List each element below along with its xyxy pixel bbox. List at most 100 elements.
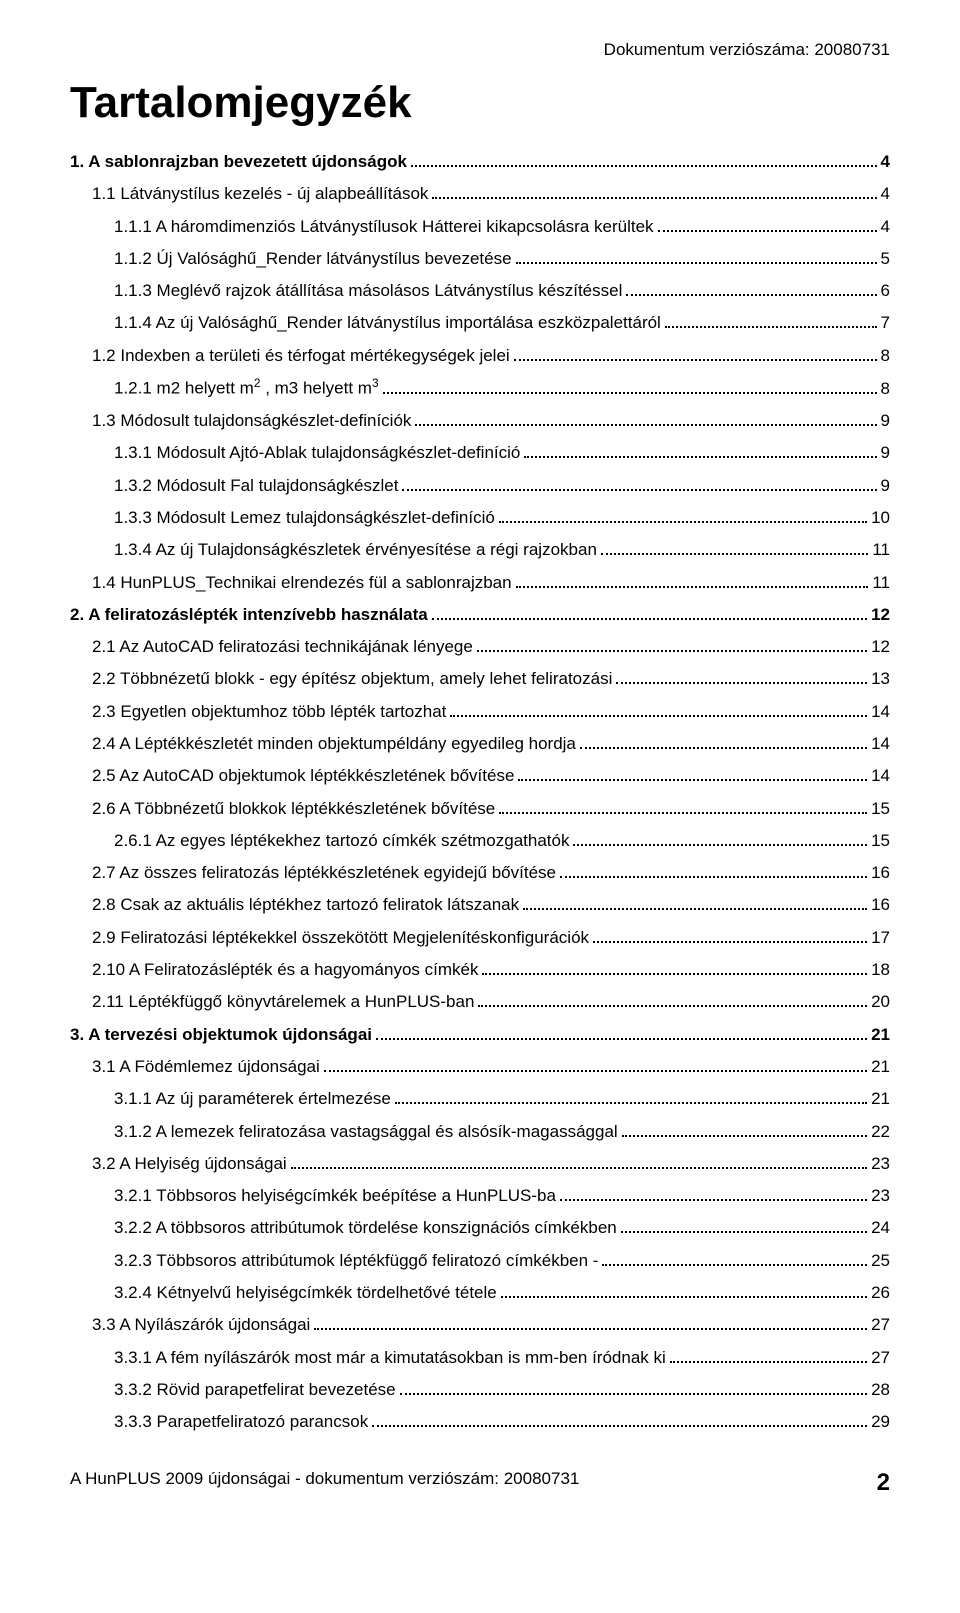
toc-entry[interactable]: 2.2 Többnézetű blokk - egy építész objek… [70,663,890,695]
toc-entry[interactable]: 1.1 Látványstílus kezelés - új alapbeáll… [70,178,890,210]
toc-entry-page: 21 [871,1051,890,1083]
toc-entry-page: 25 [871,1245,890,1277]
toc-leader-dots [402,489,876,491]
toc-entry[interactable]: 2.3 Egyetlen objektumhoz több lépték tar… [70,696,890,728]
toc-entry-text: 2.11 Léptékfüggő könyvtárelemek a HunPLU… [92,986,474,1018]
toc-leader-dots [411,165,877,167]
toc-entry-page: 14 [871,760,890,792]
toc-entry[interactable]: 2. A feliratozáslépték intenzívebb haszn… [70,599,890,631]
footer-page-number: 2 [877,1469,890,1497]
toc-entry[interactable]: 1.3 Módosult tulajdonságkészlet-definíci… [70,405,890,437]
toc-entry[interactable]: 1.3.2 Módosult Fal tulajdonságkészlet 9 [70,470,890,502]
toc-entry-text: 2.2 Többnézetű blokk - egy építész objek… [92,663,612,695]
toc-entry[interactable]: 1.3.1 Módosult Ajtó-Ablak tulajdonságkés… [70,437,890,469]
toc-entry-text: 2.6 A Többnézetű blokkok léptékkészletén… [92,793,495,825]
toc-entry-text: 1.3.1 Módosult Ajtó-Ablak tulajdonságkés… [114,437,520,469]
toc-entry[interactable]: 3.2.2 A többsoros attribútumok tördelése… [70,1212,890,1244]
toc-entry-text: 1.1.1 A háromdimenziós Látványstílusok H… [114,211,654,243]
toc-entry[interactable]: 1.2 Indexben a területi és térfogat mért… [70,340,890,372]
toc-entry[interactable]: 3.1.2 A lemezek feliratozása vastagságga… [70,1116,890,1148]
toc-entry[interactable]: 3.3.1 A fém nyílászárók most már a kimut… [70,1342,890,1374]
toc-entry[interactable]: 2.7 Az összes feliratozás léptékkészleté… [70,857,890,889]
toc-entry[interactable]: 3.2.4 Kétnyelvű helyiségcímkék tördelhet… [70,1277,890,1309]
toc-entry-text: 3.1.1 Az új paraméterek értelmezése [114,1083,391,1115]
toc-entry-page: 11 [872,534,890,566]
toc-leader-dots [478,1005,867,1007]
toc-entry-text: 2.7 Az összes feliratozás léptékkészleté… [92,857,556,889]
toc-entry-text: 2.6.1 Az egyes léptékekhez tartozó címké… [114,825,569,857]
toc-entry[interactable]: 2.5 Az AutoCAD objektumok léptékkészleté… [70,760,890,792]
toc-entry[interactable]: 3.1 A Födémlemez újdonságai21 [70,1051,890,1083]
toc-entry-page: 4 [881,211,890,243]
toc-leader-dots [376,1038,867,1040]
toc-leader-dots [383,392,877,394]
toc-entry[interactable]: 1.2.1 m2 helyett m2 , m3 helyett m38 [70,372,890,405]
toc-leader-dots [499,812,867,814]
toc-entry[interactable]: 2.6.1 Az egyes léptékekhez tartozó címké… [70,825,890,857]
toc-leader-dots [602,1264,867,1266]
toc-leader-dots [372,1425,867,1427]
toc-entry[interactable]: 2.9 Feliratozási léptékekkel összekötött… [70,922,890,954]
toc-entry-page: 15 [871,793,890,825]
toc-leader-dots [477,650,867,652]
toc-leader-dots [450,715,867,717]
toc-entry-text: 1.1.4 Az új Valósághű_Render látványstíl… [114,307,661,339]
toc-entry[interactable]: 1.3.3 Módosult Lemez tulajdonságkészlet-… [70,502,890,534]
toc-entry[interactable]: 3.1.1 Az új paraméterek értelmezése 21 [70,1083,890,1115]
toc-entry[interactable]: 3.3.3 Parapetfeliratozó parancsok29 [70,1406,890,1438]
toc-entry-page: 16 [871,889,890,921]
toc-entry-page: 10 [871,502,890,534]
toc-entry-page: 17 [871,922,890,954]
toc-leader-dots [580,747,867,749]
toc-leader-dots [670,1361,867,1363]
toc-entry[interactable]: 1. A sablonrajzban bevezetett újdonságok… [70,146,890,178]
toc-entry-page: 21 [871,1083,890,1115]
toc-entry[interactable]: 1.1.4 Az új Valósághű_Render látványstíl… [70,307,890,339]
toc-entry-text: 1.3 Módosult tulajdonságkészlet-definíci… [92,405,411,437]
toc-entry-page: 8 [881,340,890,372]
toc-leader-dots [432,618,867,620]
toc-leader-dots [621,1231,867,1233]
toc-entry-page: 24 [871,1212,890,1244]
toc-entry[interactable]: 1.4 HunPLUS_Technikai elrendezés fül a s… [70,567,890,599]
toc-entry[interactable]: 2.10 A Feliratozáslépték és a hagyományo… [70,954,890,986]
toc-entry[interactable]: 3.2.1 Többsoros helyiségcímkék beépítése… [70,1180,890,1212]
toc-entry-page: 7 [881,307,890,339]
toc-entry-text: 2.5 Az AutoCAD objektumok léptékkészleté… [92,760,514,792]
toc-entry-page: 27 [871,1342,890,1374]
toc-entry[interactable]: 2.8 Csak az aktuális léptékhez tartozó f… [70,889,890,921]
toc-entry[interactable]: 3.2 A Helyiség újdonságai23 [70,1148,890,1180]
toc-leader-dots [626,294,876,296]
toc-entry[interactable]: 3.3.2 Rövid parapetfelirat bevezetése28 [70,1374,890,1406]
toc-entry-page: 9 [881,405,890,437]
toc-entry[interactable]: 1.1.3 Meglévő rajzok átállítása másoláso… [70,275,890,307]
toc-entry[interactable]: 1.1.2 Új Valósághű_Render látványstílus … [70,243,890,275]
toc-entry[interactable]: 3.2.3 Többsoros attribútumok léptékfüggő… [70,1245,890,1277]
toc-entry[interactable]: 1.1.1 A háromdimenziós Látványstílusok H… [70,211,890,243]
toc-entry-text: 1.3.2 Módosult Fal tulajdonságkészlet [114,470,398,502]
toc-entry-text: 1.3.4 Az új Tulajdonságkészletek érvénye… [114,534,597,566]
toc-leader-dots [314,1328,867,1330]
toc-entry-text: 1.1.2 Új Valósághű_Render látványstílus … [114,243,512,275]
toc-leader-dots [482,973,867,975]
toc-leader-dots [518,779,867,781]
toc-entry-text: 1. A sablonrajzban bevezetett újdonságok [70,146,407,178]
toc-entry[interactable]: 2.1 Az AutoCAD feliratozási technikájána… [70,631,890,663]
toc-entry-page: 27 [871,1309,890,1341]
table-of-contents: 1. A sablonrajzban bevezetett újdonságok… [70,146,890,1439]
toc-entry-page: 5 [881,243,890,275]
toc-entry-text: 3.3.2 Rövid parapetfelirat bevezetése [114,1374,396,1406]
toc-entry-text: 3.2.3 Többsoros attribútumok léptékfüggő… [114,1245,598,1277]
toc-leader-dots [432,197,876,199]
toc-entry[interactable]: 2.11 Léptékfüggő könyvtárelemek a HunPLU… [70,986,890,1018]
toc-entry[interactable]: 3.3 A Nyílászárók újdonságai27 [70,1309,890,1341]
toc-entry[interactable]: 2.6 A Többnézetű blokkok léptékkészletén… [70,793,890,825]
toc-entry[interactable]: 2.4 A Léptékkészletét minden objektumpél… [70,728,890,760]
toc-entry[interactable]: 3. A tervezési objektumok újdonságai21 [70,1019,890,1051]
toc-entry-page: 9 [881,437,890,469]
toc-leader-dots [516,262,877,264]
toc-entry-page: 9 [881,470,890,502]
toc-entry-page: 6 [881,275,890,307]
toc-entry[interactable]: 1.3.4 Az új Tulajdonságkészletek érvénye… [70,534,890,566]
toc-entry-text: 1.2.1 m2 helyett m2 , m3 helyett m3 [114,372,379,405]
